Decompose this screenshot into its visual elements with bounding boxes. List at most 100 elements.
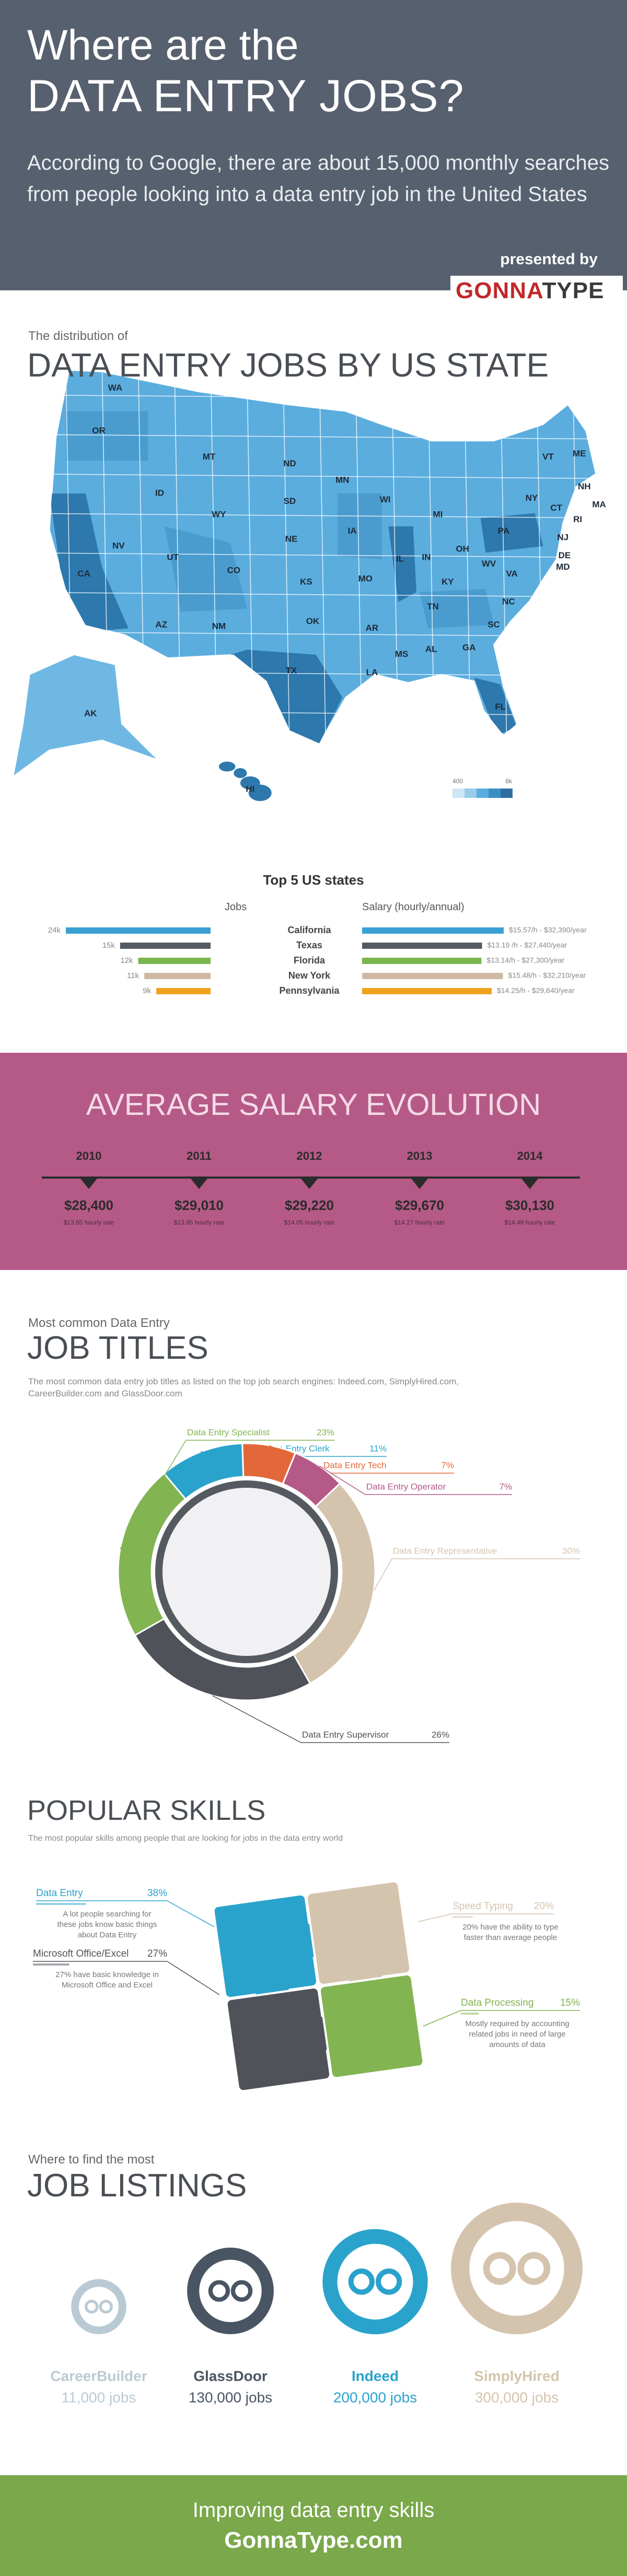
- map-region: [388, 526, 416, 602]
- state-label: OK: [306, 616, 320, 626]
- section-description: The most popular skills among people tha…: [28, 1834, 343, 1843]
- section-title: JOB TITLES: [27, 1330, 208, 1366]
- skill-name: Data Entry: [36, 1888, 83, 1899]
- state-label: VT: [542, 452, 554, 462]
- state-label: WA: [108, 383, 122, 393]
- state-label: AL: [425, 644, 437, 654]
- segment-label: 7%: [441, 1460, 454, 1470]
- map-land: [234, 768, 247, 778]
- timeline-marker: [301, 1179, 318, 1189]
- section-kicker: Most common Data Entry: [28, 1316, 170, 1330]
- listing-face: [199, 2260, 262, 2322]
- state-label: KS: [300, 577, 312, 587]
- map-border: [319, 370, 327, 744]
- brand-box: [450, 276, 623, 306]
- hourly-rate: $14.48 hourly rate: [505, 1219, 555, 1226]
- skill-name: Data Processing: [461, 1997, 533, 2008]
- salary-label: $13.19 /h - $27,440/year: [487, 941, 567, 949]
- state-name: Texas: [296, 940, 322, 950]
- state-label: TX: [286, 666, 297, 676]
- segment-name: Data Entry Representative: [393, 1546, 497, 1556]
- salary-bar: [362, 958, 482, 964]
- state-label: CT: [550, 503, 562, 513]
- state-label: AZ: [155, 619, 167, 629]
- table-title: Top 5 US states: [263, 872, 364, 888]
- state-label: NE: [285, 534, 298, 544]
- section-kicker: Where to find the most: [28, 2152, 155, 2167]
- skill-bar: [33, 1963, 69, 1966]
- state-label: KY: [442, 577, 454, 587]
- skill-description: Mostly required by accounting related jo…: [465, 2019, 570, 2049]
- legend-label: 8k: [505, 778, 513, 785]
- state-label: NM: [212, 621, 226, 631]
- state-label: NV: [112, 540, 125, 550]
- site-name: SimplyHired: [474, 2368, 559, 2384]
- timeline-marker: [191, 1179, 207, 1189]
- map-region: [337, 493, 382, 559]
- legend-swatch: [465, 789, 477, 798]
- segment-label: 11%: [369, 1443, 387, 1453]
- year-label: 2014: [517, 1149, 543, 1162]
- salary-bar: [362, 988, 492, 994]
- map-border: [49, 552, 596, 558]
- timeline-marker: [411, 1179, 428, 1189]
- salary-label: $15.57/h - $32,390/year: [509, 926, 587, 934]
- year-label: 2010: [76, 1149, 102, 1162]
- map-land: [12, 654, 159, 778]
- state-label: MO: [358, 573, 373, 583]
- listing-eye: [208, 2280, 230, 2302]
- skill-connector: [423, 2010, 461, 2027]
- state-label: AK: [84, 709, 97, 719]
- map-region: [480, 513, 543, 553]
- header-title: Where are the: [27, 21, 299, 69]
- footer-line: Improving data entry skills: [192, 2499, 435, 2522]
- donut-segment: [292, 1482, 376, 1685]
- segment-name: Data Entry Operator: [366, 1481, 446, 1491]
- donut-segment: [117, 1472, 187, 1637]
- jobs-bar: [144, 973, 211, 979]
- salary-value: $29,010: [175, 1197, 224, 1213]
- jobs-label: 9k: [143, 986, 151, 995]
- leader-line: [319, 1465, 512, 1495]
- state-label: MA: [592, 500, 606, 510]
- state-label: ID: [155, 488, 164, 498]
- state-label: SC: [487, 619, 500, 629]
- state-label: MN: [335, 475, 349, 485]
- map-region: [66, 411, 148, 461]
- state-name: New York: [288, 970, 331, 981]
- state-label: IN: [422, 552, 431, 562]
- state-label: HI: [246, 784, 254, 794]
- salary-value: $28,400: [64, 1197, 113, 1213]
- hourly-rate: $13.65 hourly rate: [64, 1219, 114, 1226]
- timeline-marker: [521, 1179, 538, 1189]
- salary-value: $30,130: [505, 1197, 554, 1213]
- state-label: MD: [556, 562, 570, 572]
- salary-label: $15.48/h - $32,210/year: [508, 971, 586, 980]
- skill-label: 27%: [147, 1948, 167, 1959]
- listing-face: [337, 2243, 413, 2320]
- state-label: OR: [92, 426, 106, 436]
- state-label: PA: [498, 526, 509, 536]
- salary-bar: [362, 973, 503, 979]
- segment-name: Data Entry Specialist: [187, 1427, 270, 1437]
- salary-bar: [362, 943, 482, 949]
- listing-eye: [85, 2300, 99, 2314]
- hourly-rate: $13.95 hourly rate: [174, 1219, 225, 1226]
- state-label: FL: [495, 702, 506, 712]
- state-label: NH: [578, 481, 591, 491]
- state-label: TN: [427, 602, 439, 611]
- salary-value: $29,220: [285, 1197, 334, 1213]
- state-label: NY: [526, 493, 538, 503]
- skill-label: 15%: [560, 1997, 580, 2008]
- jobs-label: 12k: [120, 956, 133, 965]
- state-name: Florida: [294, 955, 326, 966]
- brand-part: GONNA: [456, 278, 542, 303]
- state-label: WI: [380, 495, 391, 504]
- state-label: AR: [366, 623, 379, 633]
- state-label: VA: [506, 569, 517, 579]
- listing-eye: [348, 2268, 375, 2295]
- state-label: DE: [559, 550, 571, 560]
- donut-inner-ring: [155, 1480, 338, 1663]
